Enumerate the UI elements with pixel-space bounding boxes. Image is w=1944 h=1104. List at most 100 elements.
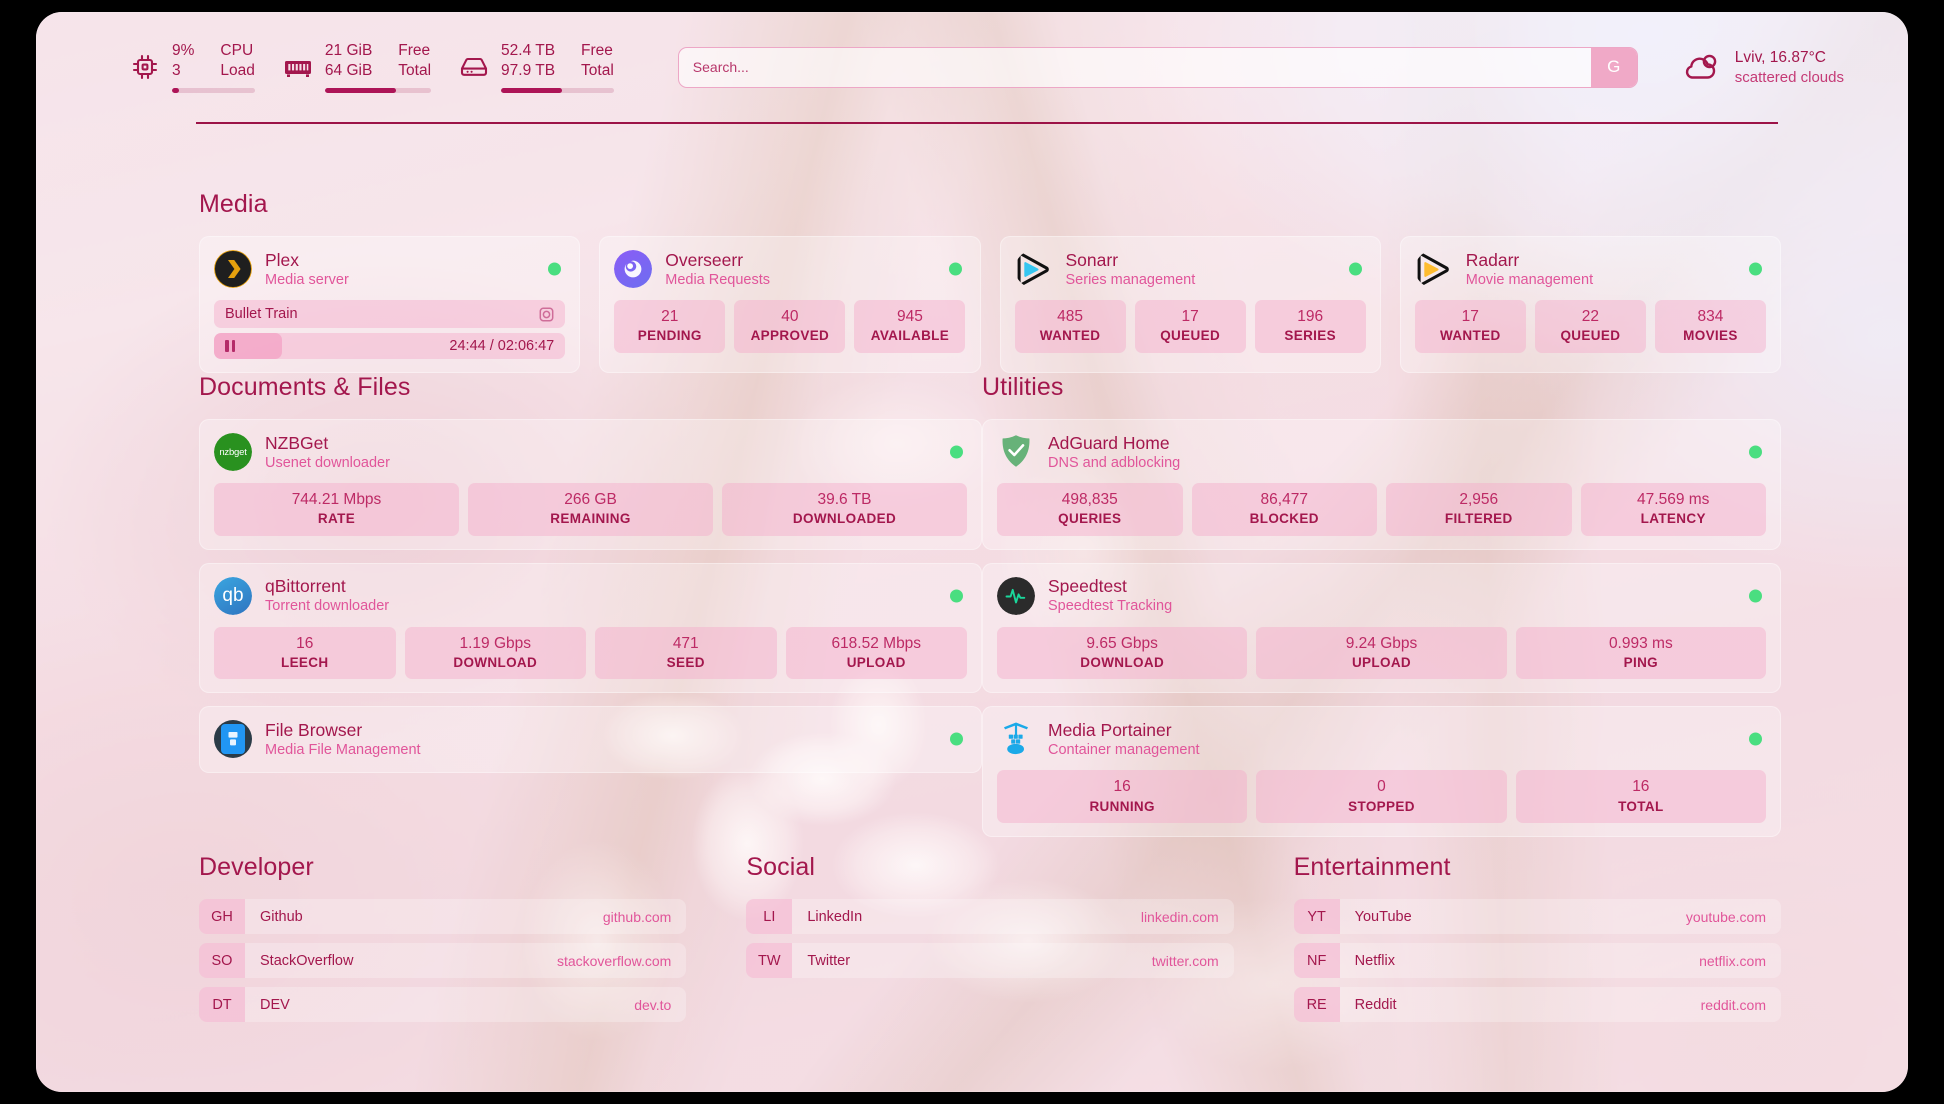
resource-body: 52.4 TB 97.9 TB Free Total <box>501 41 614 94</box>
stat-chip[interactable]: 485 WANTED <box>1014 300 1126 353</box>
bookmark-item[interactable]: GH Github github.com <box>199 899 687 934</box>
service-meta: Plex Media server <box>265 250 349 289</box>
bookmark-group-title: Developer <box>199 853 314 881</box>
stat-chip[interactable]: 40 APPROVED <box>734 300 846 353</box>
stat-chip[interactable]: 498,835 QUERIES <box>997 483 1183 536</box>
stat-chip[interactable]: 945 AVAILABLE <box>854 300 966 353</box>
service-meta: Overseerr Media Requests <box>665 250 770 289</box>
status-indicator-online <box>1348 262 1362 276</box>
service-card-nzbget[interactable]: nzbget NZBGet Usenet downloader 744.21 Mbps… <box>199 419 982 550</box>
resource-values: 9% 3 <box>172 41 194 81</box>
stat-chip[interactable]: 471 SEED <box>595 626 777 680</box>
now-playing-title-bar[interactable]: Bullet Train <box>214 300 566 328</box>
stat-chip[interactable]: 17 QUEUED <box>1134 300 1246 353</box>
stat-chip[interactable]: 22 QUEUED <box>1534 300 1646 353</box>
resource-widget-disk[interactable]: 52.4 TB 97.9 TB Free Total <box>459 41 614 94</box>
cast-icon[interactable] <box>539 307 554 322</box>
bookmark-item[interactable]: DT DEV dev.to <box>199 987 687 1022</box>
stat-chip[interactable]: 16 TOTAL <box>1515 770 1766 824</box>
resource-widget-memory[interactable]: 21 GiB 64 GiB Free Total <box>283 41 432 94</box>
stat-label: DOWNLOAD <box>1080 654 1165 670</box>
bookmark-group-title: Social <box>746 853 816 881</box>
weather-widget[interactable]: Lviv, 16.87°C scattered clouds <box>1674 49 1844 86</box>
stat-chip[interactable]: 1.19 Gbps DOWNLOAD <box>404 626 586 680</box>
service-card-speedtest[interactable]: Speedtest Speedtest Tracking 9.65 Gbps DOWN… <box>982 562 1781 694</box>
stat-chip[interactable]: 86,477 BLOCKED <box>1191 483 1377 536</box>
adguard-logo <box>997 433 1035 471</box>
bookmark-host: youtube.com <box>1685 908 1766 925</box>
stat-chip[interactable]: 0 STOPPED <box>1256 770 1507 824</box>
bookmark-name: StackOverflow <box>260 952 354 969</box>
stat-chip[interactable]: 9.24 Gbps UPLOAD <box>1256 626 1507 680</box>
stat-chip[interactable]: 196 SERIES <box>1254 300 1366 353</box>
service-description: Series management <box>1065 271 1196 288</box>
media-card-grid: Plex Media server Bullet Train 24:44 / 02:0… <box>199 236 1781 373</box>
status-indicator-online <box>1749 732 1762 746</box>
service-description: Media server <box>265 271 349 288</box>
bookmark-name: Reddit <box>1354 996 1397 1013</box>
resource-label: Free <box>581 41 613 59</box>
search-submit-button[interactable]: G <box>1590 47 1637 87</box>
stat-row: 744.21 Mbps RATE 266 GB REMAINING 39.6 TB DOW… <box>214 483 967 536</box>
radarr-logo <box>1415 250 1453 288</box>
service-card-media-portainer[interactable]: Media Portainer Container management 16 RUN… <box>982 706 1781 838</box>
service-card-adguard-home[interactable]: AdGuard Home DNS and adblocking 498,835 QUE… <box>982 419 1781 550</box>
resource-labels: CPU Load <box>220 41 254 81</box>
stat-value: 86,477 <box>1260 491 1308 508</box>
service-name: Radarr <box>1465 249 1520 270</box>
stat-value: 744.21 Mbps <box>291 491 382 508</box>
service-name: Speedtest <box>1048 576 1127 597</box>
service-card-sonarr[interactable]: Sonarr Series management 485 WANTED 17 QUEUED… <box>999 236 1381 373</box>
service-meta: Radarr Movie management <box>1466 250 1593 289</box>
search-input[interactable] <box>678 47 1591 87</box>
stat-label: FILTERED <box>1444 511 1513 527</box>
bookmark-item[interactable]: LI LinkedIn linkedin.com <box>746 899 1234 934</box>
pause-icon[interactable] <box>225 340 235 352</box>
stat-chip[interactable]: 744.21 Mbps RATE <box>214 483 459 536</box>
stat-chip[interactable]: 47.569 ms LATENCY <box>1580 483 1766 536</box>
now-playing-progress-bar[interactable]: 24:44 / 02:06:47 <box>214 333 566 359</box>
stat-chip[interactable]: 2,956 FILTERED <box>1386 483 1572 536</box>
service-card-qbittorrent[interactable]: qb qBittorrent Torrent downloader 16 LEECH 1.… <box>199 562 982 694</box>
stat-value: 2,956 <box>1459 491 1499 508</box>
bookmark-name: YouTube <box>1354 908 1412 925</box>
bookmark-abbr: YT <box>1293 899 1340 934</box>
stat-chip[interactable]: 16 RUNNING <box>997 770 1248 824</box>
status-indicator-online <box>1749 589 1762 603</box>
service-card-overseerr[interactable]: Overseerr Media Requests 21 PENDING 40 APPROV… <box>599 236 981 373</box>
resource-widget-cpu[interactable]: 9% 3 CPU Load <box>130 41 255 94</box>
bookmark-name: DEV <box>260 996 290 1013</box>
stat-chip[interactable]: 21 PENDING <box>614 300 726 353</box>
stat-chip[interactable]: 16 LEECH <box>214 626 396 680</box>
cloudy-icon <box>1684 52 1722 82</box>
search-box[interactable]: G <box>677 46 1638 88</box>
resource-usage-bar <box>324 88 432 94</box>
stat-chip[interactable]: 9.65 Gbps DOWNLOAD <box>997 626 1248 680</box>
service-card-plex[interactable]: Plex Media server Bullet Train 24:44 / 02:0… <box>199 236 581 373</box>
bookmark-item[interactable]: YT YouTube youtube.com <box>1293 899 1781 934</box>
stat-chip[interactable]: 39.6 TB DOWNLOADED <box>722 483 967 536</box>
resource-label: Free <box>398 41 431 59</box>
stat-chip[interactable]: 0.993 ms PING <box>1515 626 1766 680</box>
stat-chip[interactable]: 618.52 Mbps UPLOAD <box>785 626 967 680</box>
stat-label: UPLOAD <box>846 654 906 670</box>
bookmark-abbr: TW <box>746 943 793 978</box>
service-card-file-browser[interactable]: File Browser Media File Management <box>199 706 982 774</box>
stat-row: 17 WANTED 22 QUEUED 834 MOVIES <box>1414 300 1766 353</box>
bookmark-item[interactable]: SO StackOverflow stackoverflow.com <box>199 943 687 978</box>
service-name: Sonarr <box>1065 249 1119 270</box>
now-playing-timestamp: 24:44 / 02:06:47 <box>449 338 555 354</box>
stat-chip[interactable]: 834 MOVIES <box>1654 300 1766 353</box>
stat-value: 498,835 <box>1061 491 1118 508</box>
bookmark-item[interactable]: NF Netflix netflix.com <box>1293 943 1781 978</box>
stat-chip[interactable]: 17 WANTED <box>1414 300 1526 353</box>
stat-chip[interactable]: 266 GB REMAINING <box>468 483 713 536</box>
bookmark-item[interactable]: TW Twitter twitter.com <box>746 943 1234 978</box>
resource-rows: 52.4 TB 97.9 TB Free Total <box>501 41 614 81</box>
resource-label: CPU <box>220 41 254 59</box>
stat-value: 16 <box>1632 778 1650 796</box>
service-card-radarr[interactable]: Radarr Movie management 17 WANTED 22 QUEUED 83… <box>1399 236 1781 373</box>
bookmark-item[interactable]: RE Reddit reddit.com <box>1293 987 1781 1022</box>
stat-label: WANTED <box>1439 328 1501 344</box>
stat-value: 16 <box>1113 778 1131 796</box>
